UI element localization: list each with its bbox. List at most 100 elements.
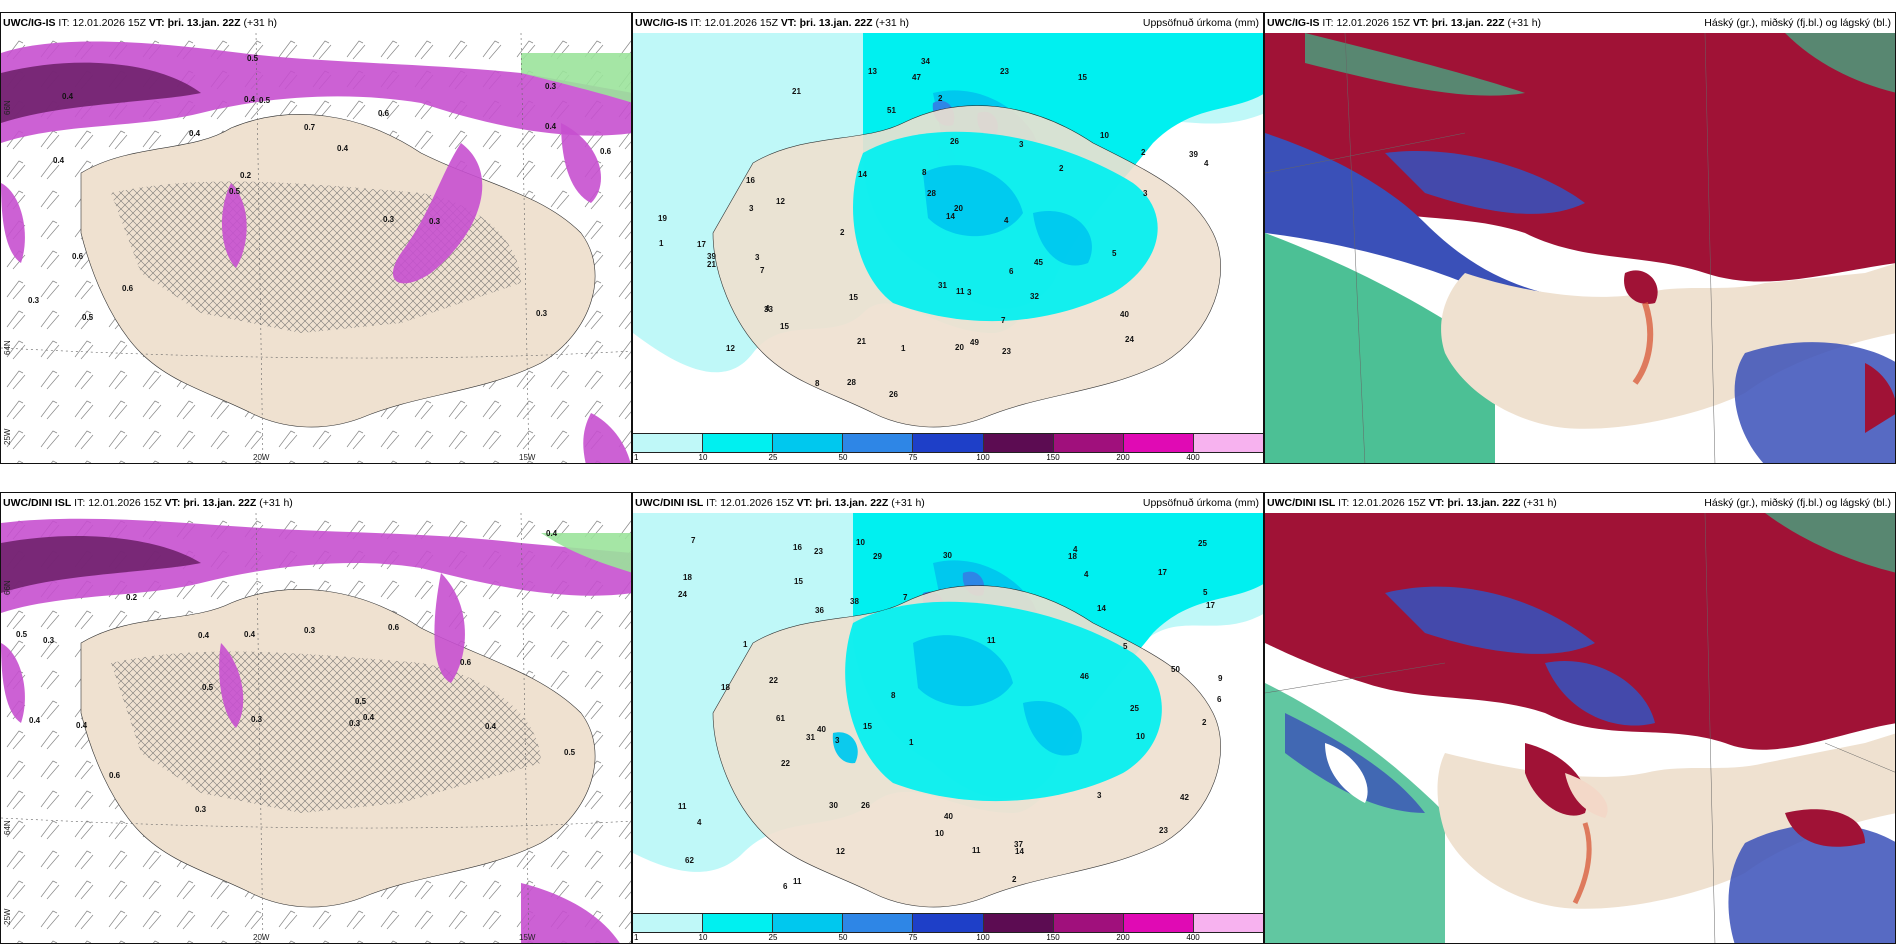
map-value-label: 3 [1097,791,1102,800]
map-value-label: 0.5 [355,697,367,706]
product-title: Háský (gr.), miðský (fj.bl.) og lágský (… [1704,17,1891,29]
map-panel-dini-clouds: UWC/DINI ISL IT: 12.01.2026 15Z VT: þri.… [1264,492,1896,944]
map-value-label: 0.4 [337,144,349,153]
map-value-label: 20 [955,343,964,352]
map-value-label: 28 [847,378,856,387]
map-value-label: 21 [792,87,801,96]
colorbar-swatch [1123,434,1194,452]
colorbar-swatch [913,914,984,932]
map-value-label: 7 [760,266,765,275]
map-value-label: 0.5 [82,313,94,322]
map-value-label: 19 [658,214,667,223]
it-label: IT: [1322,17,1334,29]
map-value-label: 4 [697,818,702,827]
vt-label: VT: [148,17,165,29]
map-value-label: 2 [1059,164,1064,173]
map-value-label: 0.4 [189,129,201,138]
map-value-label: 23 [814,547,823,556]
cloud-map [1265,33,1895,463]
map-value-label: 20 [954,204,963,213]
map-value-label: 0.4 [485,722,497,731]
panel-header: UWC/IG-IS IT: 12.01.2026 15Z VT: þri. 13… [1,13,631,33]
colorbar-tick-label: 50 [838,453,848,462]
map-value-label: 11 [987,636,996,645]
map-value-label: 23 [1000,67,1009,76]
map-value-label: 50 [1171,665,1180,674]
it-label: IT: [690,17,702,29]
map-value-label: 23 [1159,826,1168,835]
colorbar-tick-label: 200 [1116,453,1130,462]
map-value-label: 17 [1158,568,1167,577]
lon-label-25w: 25W [3,908,12,925]
map-value-label: 13 [868,67,877,76]
colorbar-swatch [1193,434,1263,452]
map-value-label: 25 [1130,704,1139,713]
colorbar-ticks: 1 10 25 50 75 100 150 200 400 [633,933,1263,943]
map-value-label: 7 [903,593,908,602]
colorbar-tick-label: 1 [634,933,639,942]
colorbar-swatch [1053,914,1124,932]
vt-label: VT: [1428,497,1445,509]
map-value-label: 22 [781,759,790,768]
map-value-label: 31 [806,733,815,742]
map-panel-igis-clouds: UWC/IG-IS IT: 12.01.2026 15Z VT: þri. 13… [1264,12,1896,464]
lead-time: (+31 h) [1523,497,1557,509]
precip-band-north [1,41,631,143]
map-value-label: 30 [943,551,952,560]
map-value-label: 4 [1004,216,1009,225]
map-area: 20W 15W 64N 66N 25W 0.3 0.4 0.3 0.5 0.6 0.5 0.… [1,33,631,463]
colorbar-tick-label: 75 [908,453,918,462]
colorbar-ticks: 1 10 25 50 75 100 150 200 400 [633,453,1263,463]
colorbar-tick-label: 25 [768,933,778,942]
map-value-label: 0.3 [304,626,316,635]
colorbar-swatch [983,914,1054,932]
map-value-label: 0.4 [244,95,256,104]
map-value-label: 8 [815,379,820,388]
map-value-label: 10 [856,538,865,547]
model-name: UWC/DINI ISL [3,497,72,509]
panel-header: UWC/DINI ISL IT: 12.01.2026 15Z VT: þri.… [1,493,631,513]
map-value-label: 46 [1080,672,1089,681]
map-value-label: 2 [1012,875,1017,884]
map-value-label: 0.7 [304,123,316,132]
map-value-label: 1 [901,344,906,353]
vt-value: þri. 13.jan. 22Z [1431,17,1505,29]
colorbar-swatch [1053,434,1124,452]
map-panel-dini-precip: UWC/DINI ISL IT: 12.01.2026 15Z VT: þri.… [632,492,1264,944]
map-value-label: 25 [1198,539,1207,548]
vt-label: VT: [780,17,797,29]
map-value-label: 12 [836,847,845,856]
it-label: IT: [706,497,718,509]
map-value-label: 21 [857,337,866,346]
it-value: 12.01.2026 15Z [72,17,146,29]
panel-header: UWC/DINI ISL IT: 12.01.2026 15Z VT: þri.… [1265,493,1895,513]
map-value-label: 3 [755,253,760,262]
colorbar-tick-label: 50 [838,933,848,942]
map-value-label: 40 [817,725,826,734]
panel-header: UWC/IG-IS IT: 12.01.2026 15Z VT: þri. 13… [633,13,1263,33]
it-value: 12.01.2026 15Z [704,17,778,29]
map-value-label: 51 [887,106,896,115]
map-value-label: 0.6 [378,109,390,118]
vt-value: þri. 13.jan. 22Z [183,497,257,509]
map-value-label: 42 [1180,793,1189,802]
model-name: UWC/IG-IS [1267,17,1320,29]
surface-map [1,513,631,943]
colorbar-swatch [913,434,984,452]
map-area [1265,33,1895,463]
precip-map [633,33,1263,463]
lead-time: (+31 h) [1507,17,1542,29]
map-value-label: 0.5 [16,630,28,639]
colorbar-tick-label: 150 [1046,933,1060,942]
map-value-label: 0.4 [198,631,210,640]
vt-label: VT: [1412,17,1429,29]
map-value-label: 10 [1100,131,1109,140]
map-value-label: 0.3 [28,296,40,305]
map-value-label: 1 [743,640,748,649]
map-value-label: 5 [1123,642,1128,651]
map-value-label: 26 [861,801,870,810]
map-value-label: 6 [783,882,788,891]
lead-time: (+31 h) [891,497,925,509]
map-panel-igis-precip: UWC/IG-IS IT: 12.01.2026 15Z VT: þri. 13… [632,12,1264,464]
map-value-label: 0.2 [126,593,138,602]
